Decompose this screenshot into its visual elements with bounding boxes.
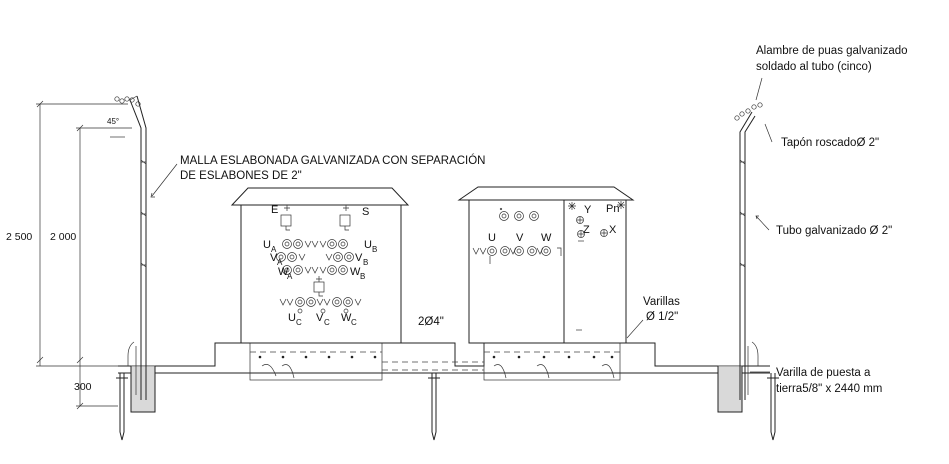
svg-text:A: A [277,258,283,267]
dim-buried-depth: 300 [74,381,92,393]
varillas-annotation-line1: Varillas [643,296,680,308]
right-enclosure [457,186,635,344]
svg-text:U: U [364,239,372,251]
puesta-tierra-annotation-line1: Varilla de puesta a [776,367,871,379]
svg-text:C: C [351,318,357,327]
svg-text:B: B [363,258,368,267]
svg-text:B: B [360,272,365,281]
svg-text:V: V [355,252,363,264]
malla-annotation-line1: MALLA ESLABONADA GALVANIZADA CON SEPARAC… [180,154,486,167]
right-bushing-symbols [472,201,625,264]
dim-total-height: 2 500 [6,231,32,243]
varillas-annotation-line2: Ø 1/2" [646,311,678,323]
label-E: E [271,204,278,216]
fence-wire-ties [140,159,746,268]
dim-fence-height: 2 000 [50,231,76,243]
ground-line [118,342,770,374]
tapon-annotation: Tapón roscadoØ 2" [781,137,879,149]
alambre-annotation-line1: Alambre de puas galvanizado [756,45,908,57]
left-fence-post [114,95,147,400]
label-Pn: Pn [606,203,619,215]
alambre-annotation-line2: soldado al tubo (cinco) [756,61,872,73]
conduit-label: 2Ø4" [418,316,444,328]
svg-text:C: C [296,318,302,327]
grounding-arcs [261,364,615,379]
label-Y: Y [584,204,592,216]
right-foundation [483,342,621,381]
right-fence-post [734,102,763,400]
svg-text:B: B [372,245,377,254]
ground-rods [116,373,779,441]
left-post-footing [130,365,156,413]
conduit-lines [382,361,484,371]
label-Z: Z [583,224,590,236]
dim-angle: 45° [107,117,119,126]
label-WA: WA [278,266,293,281]
tubo-annotation: Tubo galvanizado Ø 2" [776,225,892,237]
svg-text:U: U [288,312,296,324]
label-S: S [362,206,369,218]
dimension-lines [36,100,132,410]
label-V: V [516,232,524,244]
svg-text:V: V [270,252,278,264]
puesta-tierra-annotation-line2: tierra5/8" x 2440 mm [776,383,882,395]
right-post-footing [717,365,743,413]
annotation-leaders [150,77,773,373]
left-bushing-symbols [276,205,362,314]
svg-text:W: W [350,266,361,278]
svg-text:W: W [341,312,352,324]
svg-text:U: U [263,239,271,251]
left-enclosure [230,187,410,344]
malla-annotation-line2: DE ESLABONES DE 2" [180,170,302,182]
svg-text:V: V [316,312,324,324]
svg-text:C: C [324,318,330,327]
svg-text:W: W [278,266,289,278]
svg-text:A: A [271,245,277,254]
left-foundation [249,342,383,381]
label-U: U [488,232,496,244]
rebar-dots [258,355,614,359]
svg-text:A: A [287,272,293,281]
label-X: X [609,224,617,236]
label-W: W [541,232,552,244]
